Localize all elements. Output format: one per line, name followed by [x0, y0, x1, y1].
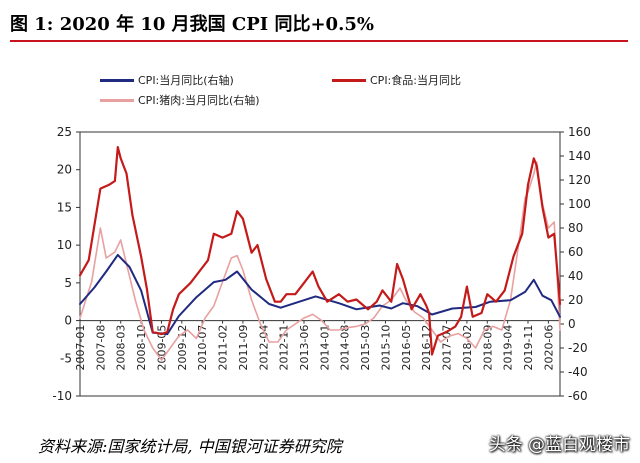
x-axis-label: 2013-06 — [298, 325, 311, 371]
legend-item-cpi: CPI:当月同比(右轴) — [100, 72, 234, 88]
right-axis-label: 20 — [568, 293, 583, 307]
series-line-cpi — [79, 253, 561, 336]
legend-swatch-pork — [100, 98, 134, 102]
x-axis-label: 2019-11 — [522, 325, 535, 371]
right-axis-label: 120 — [568, 173, 591, 187]
right-axis-label: 80 — [568, 221, 583, 235]
right-axis-label: 100 — [568, 197, 591, 211]
x-axis-label: 2015-10 — [379, 325, 392, 371]
right-axis-label: 0 — [568, 317, 576, 331]
x-axis-label: 2014-08 — [339, 325, 352, 371]
title-rule — [10, 40, 628, 42]
left-axis-label: 10 — [57, 238, 72, 252]
x-axis-label: 2011-02 — [217, 325, 230, 371]
series-line-food — [78, 146, 562, 356]
left-axis-label: 5 — [64, 276, 72, 290]
legend-label-pork: CPI:猪肉:当月同比(右轴) — [138, 94, 260, 107]
legend-item-pork: CPI:猪肉:当月同比(右轴) — [100, 92, 260, 108]
legend-label-food: CPI:食品:当月同比 — [370, 74, 461, 87]
x-axis-label: 2008-03 — [115, 325, 128, 371]
x-axis-label: 2014-01 — [318, 325, 331, 371]
x-axis-label: 2020-06 — [542, 325, 555, 371]
x-axis-label: 2018-02 — [461, 325, 474, 371]
left-axis-label: 25 — [57, 125, 72, 139]
right-axis-label: -60 — [568, 389, 588, 403]
source-note: 资料来源:国家统计局, 中国银河证券研究院 — [38, 437, 342, 456]
legend-swatch-food — [332, 78, 366, 82]
x-axis-label: 2019-04 — [502, 325, 515, 371]
right-axis-label: -20 — [568, 341, 588, 355]
x-axis-label: 2018-09 — [481, 325, 494, 371]
x-axis-label: 2007-01 — [74, 325, 87, 371]
x-axis-label: 2012-11 — [278, 325, 291, 371]
x-axis-label: 2007-08 — [94, 325, 107, 371]
plot-frame — [79, 131, 561, 397]
figure-title: 图 1: 2020 年 10 月我国 CPI 同比+0.5% — [10, 14, 374, 35]
x-axis-label: 2011-09 — [237, 325, 250, 371]
right-axis-label: -40 — [568, 365, 588, 379]
x-axis-label: 2009-05 — [155, 325, 168, 371]
x-axis-label: 2015-03 — [359, 325, 372, 371]
watermark: 头条 @蓝白观楼市 — [488, 435, 630, 455]
x-axis-label: 2008-10 — [135, 325, 148, 371]
series-line-pork — [79, 161, 561, 361]
right-axis-label: 40 — [568, 269, 583, 283]
left-axis-label: 0 — [64, 314, 72, 328]
legend-swatch-cpi — [100, 78, 134, 82]
left-axis-label: -10 — [52, 389, 72, 403]
x-axis-label: 2016-05 — [400, 325, 413, 371]
right-axis-label: 140 — [568, 149, 591, 163]
x-axis-label: 2010-07 — [196, 325, 209, 371]
left-axis-label: -5 — [60, 351, 72, 365]
legend-item-food: CPI:食品:当月同比 — [332, 72, 461, 88]
left-axis-label: 20 — [57, 163, 72, 177]
left-axis-label: 15 — [57, 200, 72, 214]
right-axis-label: 60 — [568, 245, 583, 259]
legend-label-cpi: CPI:当月同比(右轴) — [138, 74, 234, 87]
right-axis-label: 160 — [568, 125, 591, 139]
